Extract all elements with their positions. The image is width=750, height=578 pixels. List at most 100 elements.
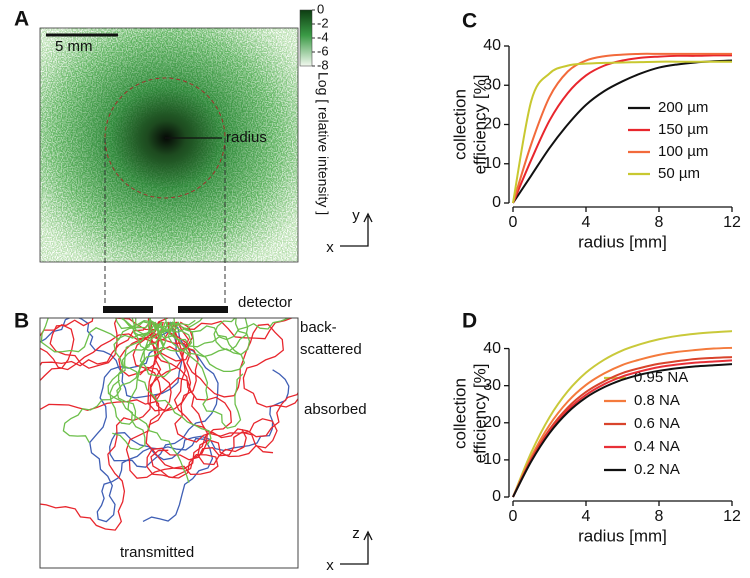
series-line xyxy=(512,330,733,498)
trajectory-group xyxy=(40,318,298,531)
series-line xyxy=(512,52,732,204)
photon-path xyxy=(40,318,183,399)
heatmap-frame xyxy=(39,27,299,263)
panel-d: D 0 10 20 30 40 0 4 8 12 radius [mm] collection effi… xyxy=(450,310,741,546)
y-axis-label: efficiency [%] xyxy=(470,75,489,175)
legend-label: 200 µm xyxy=(658,99,708,116)
legend-label: 150 µm xyxy=(658,121,708,138)
photon-path xyxy=(113,321,212,446)
photon-path xyxy=(40,321,151,367)
series-line xyxy=(512,359,733,498)
x-axis-label: radius [mm] xyxy=(578,232,667,251)
y-axis-label: collection xyxy=(450,378,469,449)
series-line xyxy=(512,54,733,204)
scale-bar-label: 5 mm xyxy=(55,38,93,55)
photon-path xyxy=(109,321,174,425)
colorbar-tick-label: 0 xyxy=(317,1,324,16)
photon-path xyxy=(171,318,249,352)
photon-path xyxy=(175,318,294,340)
heatmap-noise xyxy=(40,28,298,262)
radius-label: radius xyxy=(226,129,267,146)
series-line xyxy=(512,356,733,498)
photon-path xyxy=(164,318,290,348)
colorbar-tick-label: -4 xyxy=(317,29,329,44)
photon-path xyxy=(159,318,193,352)
y-tick-label: 30 xyxy=(483,76,501,93)
x-tick-label: 12 xyxy=(723,214,741,231)
photon-path xyxy=(40,321,194,531)
y-tick-label: 0 xyxy=(492,488,501,505)
axis-indicator xyxy=(340,216,369,247)
series-line xyxy=(512,346,733,498)
y-tick-label: 20 xyxy=(483,414,501,431)
y-axis-label: efficiency [%] xyxy=(470,364,489,464)
colorbar xyxy=(299,9,313,67)
photon-path xyxy=(40,321,177,411)
legend-label: 0.6 NA xyxy=(634,415,680,432)
y-tick-label: 0 xyxy=(492,194,501,211)
photon-path xyxy=(89,321,214,523)
legend-label: 50 µm xyxy=(658,165,700,182)
axis-indicator-label: y xyxy=(352,207,360,224)
legend-label: 0.4 NA xyxy=(634,438,680,455)
y-tick-label: 40 xyxy=(483,37,501,54)
panel-letter: C xyxy=(462,10,477,33)
path-label: scattered xyxy=(300,341,362,358)
path-label: absorbed xyxy=(304,401,367,418)
photon-path xyxy=(146,321,274,479)
colorbar-tick-label: -6 xyxy=(317,43,329,58)
x-tick-label: 4 xyxy=(582,214,591,231)
photon-path xyxy=(167,321,278,466)
panel-letter: D xyxy=(462,310,477,333)
series-line xyxy=(512,363,733,498)
axis-indicator xyxy=(340,534,369,565)
y-tick-label: 10 xyxy=(483,451,501,468)
y-tick-label: 10 xyxy=(483,155,501,172)
y-tick-label: 40 xyxy=(483,340,501,357)
arrow-head xyxy=(363,530,373,541)
photon-path xyxy=(166,321,298,443)
legend-label: 0.8 NA xyxy=(634,392,680,409)
y-tick-label: 20 xyxy=(483,116,501,133)
colorbar-label: Log [ relative intensity ] xyxy=(315,72,331,215)
axis-indicator-label: x xyxy=(326,239,334,256)
photon-path xyxy=(139,318,191,412)
panel-letter: B xyxy=(14,310,29,333)
axis-indicator-label: z xyxy=(352,525,360,542)
photon-path xyxy=(107,321,152,451)
x-tick-label: 8 xyxy=(655,214,664,231)
path-label: transmitted xyxy=(120,544,194,561)
photon-path xyxy=(167,321,298,408)
photon-path xyxy=(109,321,290,468)
photon-path xyxy=(40,318,157,353)
photon-path xyxy=(167,321,244,429)
sample-box xyxy=(39,317,299,569)
x-axis-label: radius [mm] xyxy=(578,526,667,545)
panel-c: C 0 10 20 30 40 0 4 8 12 radius [mm] collection effi… xyxy=(450,10,741,252)
photon-path xyxy=(40,321,161,382)
detector xyxy=(178,306,228,313)
legend-label: 0.2 NA xyxy=(634,461,680,478)
x-tick-label: 12 xyxy=(723,508,741,525)
photon-path xyxy=(49,318,164,377)
arrow-head xyxy=(363,212,373,223)
series-line xyxy=(512,60,732,204)
photon-path xyxy=(172,318,251,358)
colorbar-tick-label: -2 xyxy=(317,15,329,30)
legend-label: 100 µm xyxy=(658,143,708,160)
y-tick-label: 30 xyxy=(483,377,501,394)
detector-label: detector xyxy=(238,294,292,311)
path-label: back- xyxy=(300,319,337,336)
colorbar-tick-label: -8 xyxy=(317,57,329,72)
x-tick-label: 4 xyxy=(582,508,591,525)
panel-letter: A xyxy=(14,8,29,31)
x-tick-label: 8 xyxy=(655,508,664,525)
y-axis-label: collection xyxy=(450,89,469,160)
detector xyxy=(103,306,153,313)
axis-indicator-label: x xyxy=(326,557,334,574)
x-tick-label: 0 xyxy=(509,214,518,231)
